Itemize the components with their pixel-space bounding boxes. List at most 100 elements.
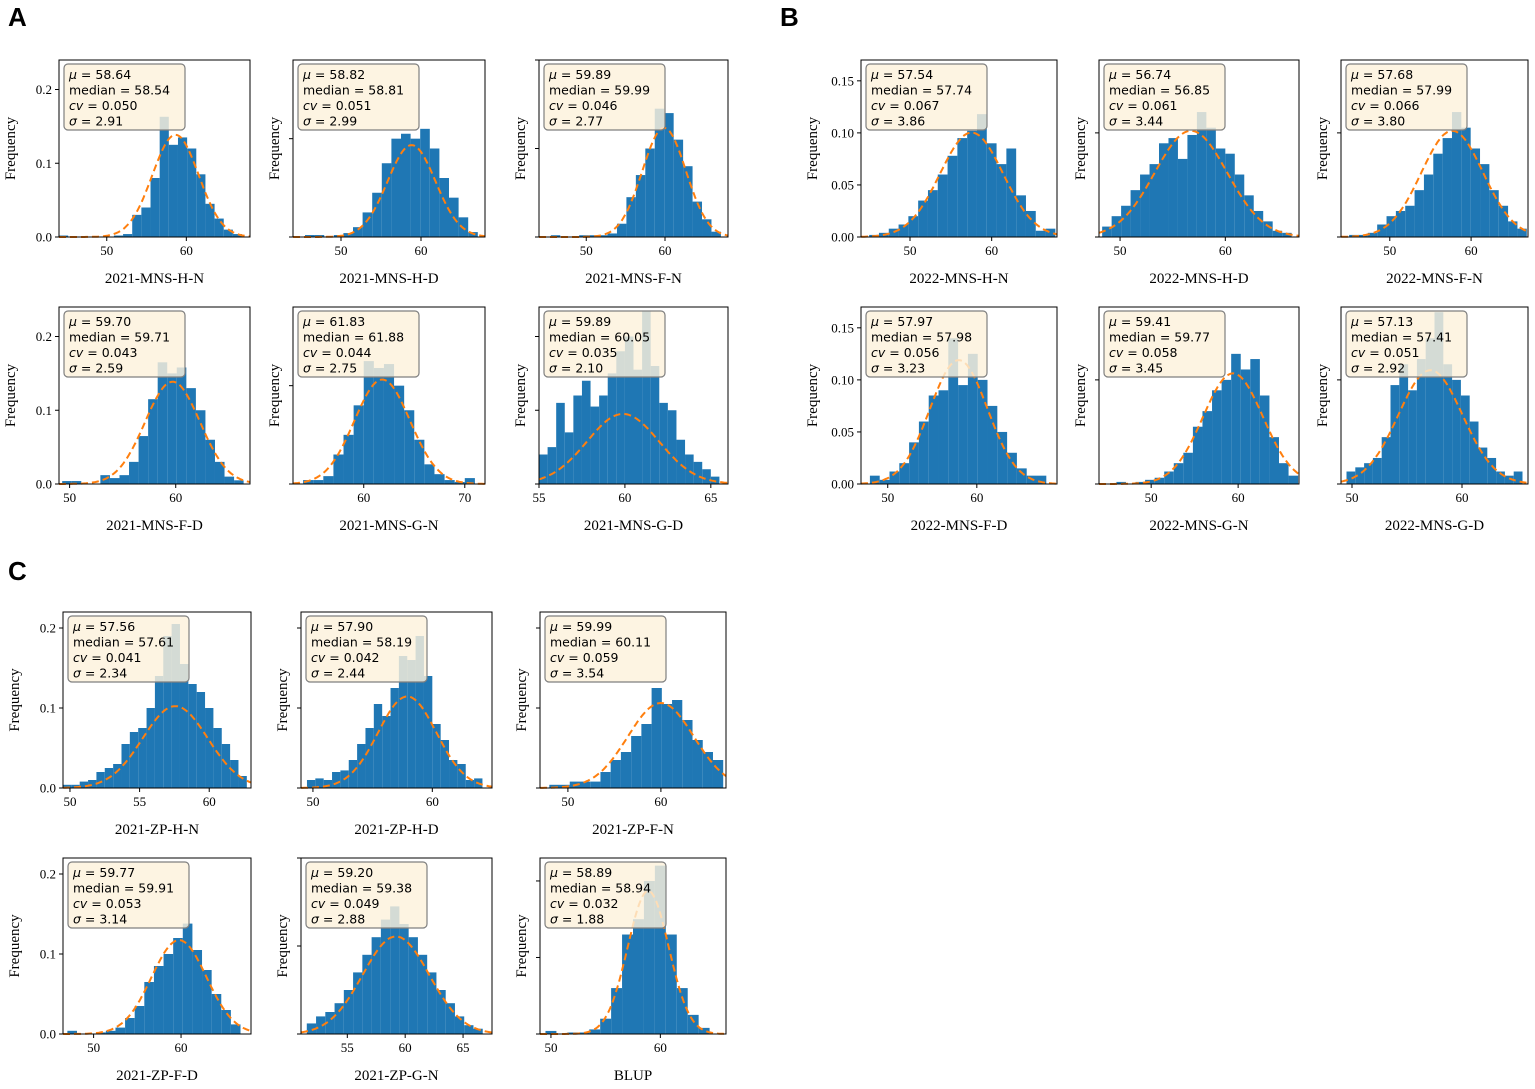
subplot-10: 50 60 0.00 0.05 0.10 0.15 Frequency 2022-MNS-F-…: [805, 306, 1058, 534]
stat-cv: cv = 0.051: [303, 98, 372, 113]
subplot-3: 50 60 Frequency 2021-MNS-F-N μ = 59.89median…: [513, 59, 729, 287]
histogram-bar: [661, 704, 673, 788]
panel-label-b: B: [780, 2, 799, 32]
x-tick-label: 70: [458, 490, 471, 505]
stat-cv: cv = 0.041: [73, 650, 142, 665]
histogram-bar: [1215, 148, 1226, 237]
stat-median: median = 58.81: [303, 83, 404, 98]
y-tick-label: 0.10: [831, 372, 854, 387]
histogram-bar: [1288, 475, 1299, 484]
x-tick-label: 60: [357, 490, 370, 505]
subplot-13: 50 55 60 0.0 0.1 0.2 Frequency 2021-ZP-H-N μ = 5…: [7, 611, 252, 838]
y-tick-label: 0.1: [36, 403, 52, 418]
y-tick-label: 0.0: [36, 477, 52, 492]
stats-box: [543, 63, 666, 131]
histogram-bar: [589, 1029, 601, 1034]
normal-fit-curve: [860, 131, 1058, 238]
histogram-bar: [454, 482, 465, 484]
stat-mean: μ = 57.68: [1350, 67, 1413, 82]
subplot-7: 50 60 0.00 0.05 0.10 0.15 Frequency 2022-MNS-H-…: [805, 59, 1058, 287]
stats-box: [1345, 310, 1468, 378]
histogram-bar: [642, 310, 651, 484]
histogram-bar: [465, 780, 475, 788]
x-tick-label: 60: [654, 794, 667, 809]
histogram-bar: [573, 395, 582, 484]
stats-box: [865, 63, 988, 131]
x-axis-label: 2021-MNS-H-D: [339, 271, 438, 287]
axes-frame: [292, 59, 486, 238]
histogram-bar: [1244, 195, 1254, 237]
histogram-bar: [141, 207, 151, 237]
y-axis-label: Frequency: [3, 363, 19, 427]
histogram-bar: [1416, 359, 1426, 484]
histogram-bar: [353, 227, 363, 237]
histogram-bar: [659, 402, 668, 484]
histogram-bar: [908, 216, 919, 237]
histogram-bar: [1487, 457, 1497, 484]
histogram-bar: [967, 130, 977, 237]
histogram-bar: [927, 190, 938, 237]
histogram-bar: [230, 760, 239, 788]
histogram-bar: [315, 778, 324, 788]
histogram-bar: [650, 366, 660, 484]
axes-frame: [538, 306, 729, 485]
stat-sigma: σ = 2.99: [303, 114, 357, 129]
histogram-bar: [879, 479, 890, 484]
histogram-bar: [672, 700, 683, 788]
histogram-bar: [399, 924, 409, 1034]
histogram-bar: [687, 1014, 699, 1034]
histogram-bar: [899, 463, 910, 484]
histogram-bar: [1433, 153, 1443, 237]
axes-frame: [300, 611, 493, 789]
histogram-bar: [1408, 390, 1417, 484]
histogram-bar: [62, 481, 72, 484]
histogram-bar: [232, 234, 243, 237]
x-tick-label: 65: [704, 490, 717, 505]
normal-fit-curve: [292, 378, 485, 485]
histogram-bar: [306, 780, 316, 788]
y-axis-label: Frequency: [1315, 363, 1331, 427]
histogram-bar: [889, 471, 900, 484]
histogram-bar: [997, 431, 1008, 484]
y-tick-label: 0.2: [40, 867, 56, 882]
histogram-bar: [711, 231, 721, 237]
panel-label-a: A: [8, 2, 27, 32]
x-axis-label: 2021-MNS-G-D: [584, 518, 683, 534]
axes-frame: [58, 306, 251, 485]
x-axis-label: 2022-MNS-G-N: [1149, 518, 1248, 534]
stats-box: [67, 861, 190, 929]
x-tick-label: 60: [970, 490, 983, 505]
histogram-bar: [427, 972, 437, 1034]
histogram-bar: [96, 772, 105, 788]
histogram-bar: [323, 780, 333, 788]
stat-median: median = 57.41: [1351, 330, 1452, 345]
histogram-bar: [986, 143, 997, 237]
stat-mean: μ = 59.99: [549, 619, 612, 634]
stat-mean: μ = 59.41: [1108, 314, 1171, 329]
histogram-bar: [654, 865, 666, 1034]
histogram-bar: [683, 166, 693, 237]
stats-box: [63, 310, 186, 378]
histogram-bar: [1253, 210, 1264, 237]
histogram-bar: [610, 760, 621, 788]
normal-fit-curve: [538, 413, 729, 484]
histogram-bar: [444, 480, 455, 484]
histogram-bar: [316, 1016, 326, 1034]
histogram-bar: [234, 480, 244, 484]
stat-median: median = 59.77: [1109, 330, 1210, 345]
histogram-bar: [1442, 138, 1452, 237]
x-axis-label: 2021-MNS-F-D: [106, 518, 203, 534]
histogram-bar: [698, 1027, 710, 1034]
histogram-bar: [434, 474, 445, 484]
histogram-bar: [401, 133, 411, 237]
histogram-bar: [578, 1032, 590, 1034]
histogram-bar: [115, 1027, 126, 1034]
histogram-bar: [179, 664, 189, 788]
histogram-bar: [454, 1016, 465, 1034]
histogram-bar: [947, 155, 958, 237]
stat-sigma: σ = 3.14: [73, 912, 127, 927]
stat-mean: μ = 61.83: [302, 314, 365, 329]
stat-cv: cv = 0.056: [871, 345, 940, 360]
y-tick-label: 0.1: [40, 701, 56, 716]
histogram-bar: [938, 390, 949, 484]
